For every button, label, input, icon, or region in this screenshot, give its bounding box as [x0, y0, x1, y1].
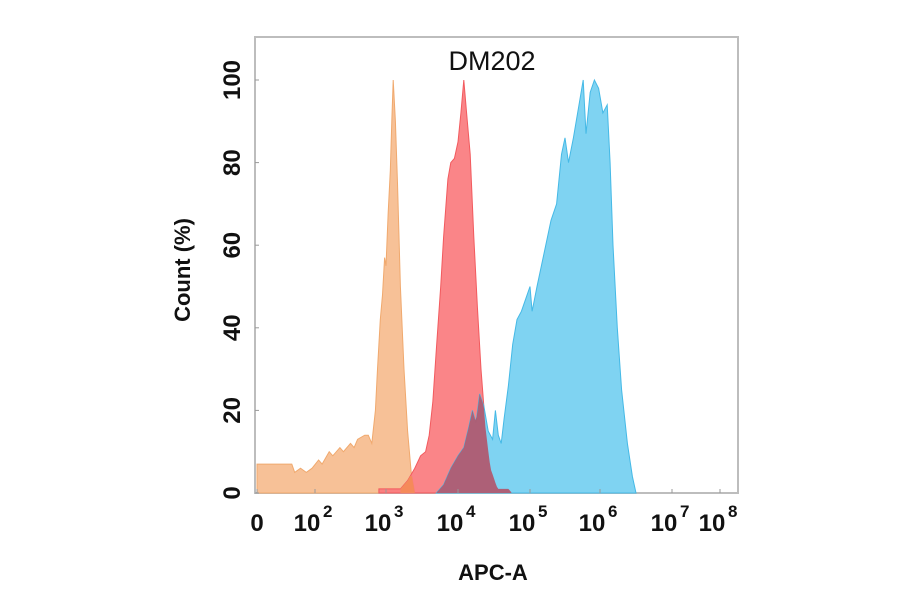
- x-tick-label: 10: [579, 510, 606, 537]
- y-tick-label: 100: [219, 60, 246, 100]
- y-axis-label: Count (%): [170, 218, 195, 322]
- chart-title: DM202: [448, 46, 535, 76]
- x-tick-label: 10: [437, 510, 464, 537]
- x-tick-label: 10: [699, 510, 726, 537]
- overlap-histogram: [436, 393, 512, 493]
- blue-histogram: [435, 78, 637, 494]
- orange-histogram: [256, 79, 416, 494]
- y-tick-label: 80: [219, 149, 246, 176]
- y-tick-label: 0: [219, 486, 246, 499]
- x-tick-label: 10: [294, 510, 321, 537]
- histogram-layers: [256, 78, 637, 494]
- orange-red-overlap: [400, 475, 418, 493]
- x-axis-ticks: 0 10 2 10 3 10 4 10 5 10 6 10 7 10 8: [250, 489, 737, 537]
- x-tick-exponent: 4: [466, 502, 476, 521]
- x-tick-exponent: 6: [608, 502, 617, 521]
- x-tick-label: 10: [651, 510, 678, 537]
- x-tick-label: 10: [365, 510, 392, 537]
- x-axis-label: APC-A: [458, 560, 528, 585]
- x-tick-label: 0: [250, 510, 263, 537]
- x-tick-exponent: 2: [323, 502, 332, 521]
- y-axis-ticks: 0 20 40 60 80 100: [219, 60, 259, 500]
- x-tick-exponent: 8: [728, 502, 737, 521]
- x-tick-exponent: 5: [538, 502, 547, 521]
- x-tick-label: 10: [509, 510, 536, 537]
- y-tick-label: 40: [219, 314, 246, 341]
- y-tick-label: 20: [219, 397, 246, 424]
- x-tick-exponent: 7: [680, 502, 689, 521]
- y-tick-label: 60: [219, 232, 246, 259]
- x-tick-exponent: 3: [394, 502, 403, 521]
